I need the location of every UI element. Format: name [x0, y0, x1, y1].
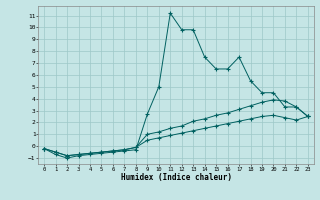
- X-axis label: Humidex (Indice chaleur): Humidex (Indice chaleur): [121, 173, 231, 182]
